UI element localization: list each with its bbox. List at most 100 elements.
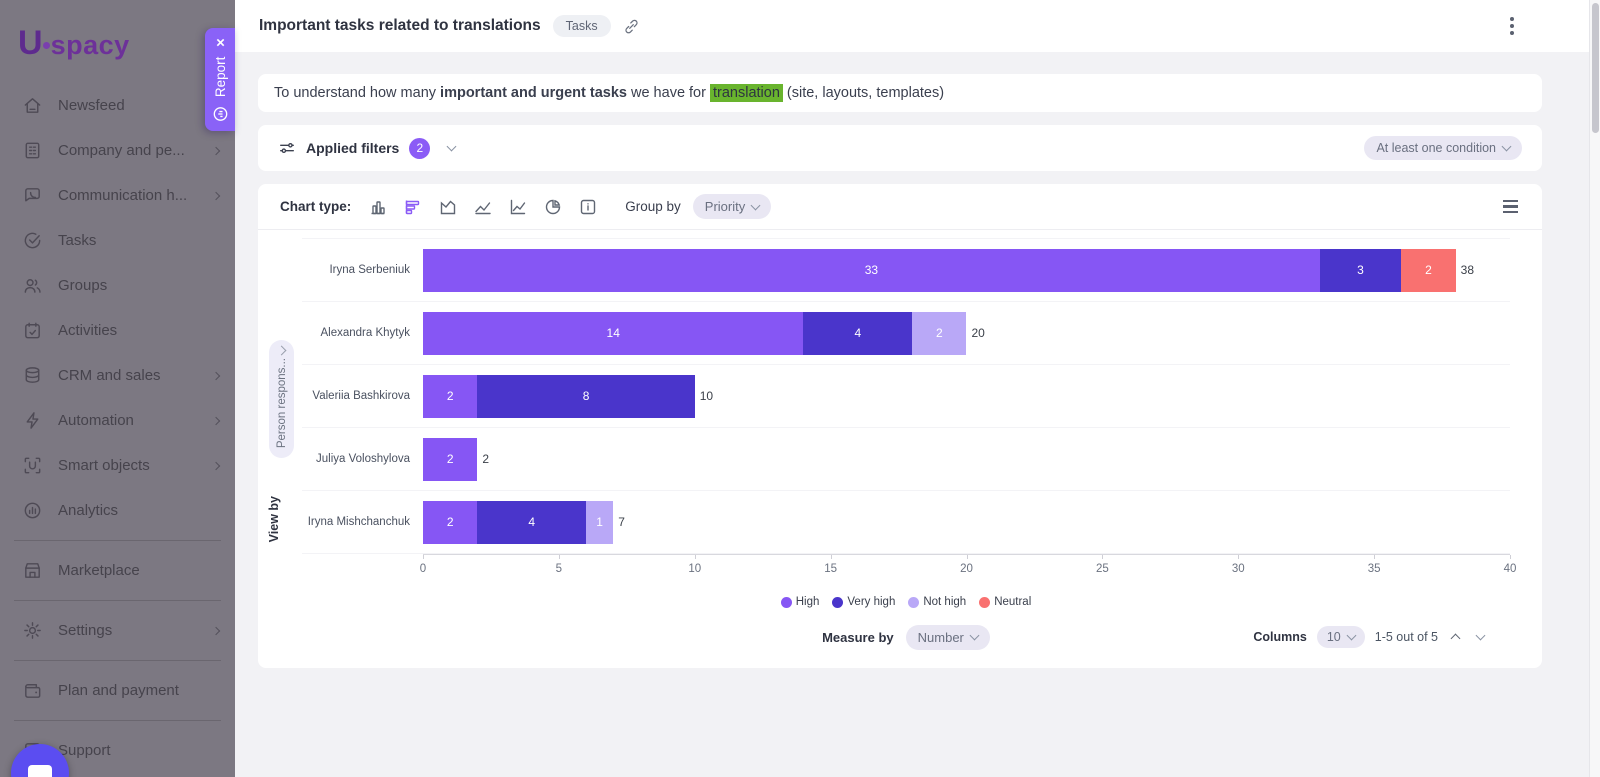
bar-segment-high: 14 bbox=[423, 311, 804, 355]
bar-total-label: 38 bbox=[1460, 263, 1474, 277]
groups-icon bbox=[22, 275, 43, 296]
sidebar-item-activities[interactable]: Activities bbox=[0, 308, 235, 353]
bar-total-label: 7 bbox=[618, 515, 625, 529]
sidebar-item-communication-h[interactable]: Communication h... bbox=[0, 173, 235, 218]
sidebar-item-label: Activities bbox=[58, 322, 118, 339]
sidebar-item-plan-and-payment[interactable]: Plan and payment bbox=[0, 668, 235, 713]
scrollbar[interactable] bbox=[1589, 0, 1600, 777]
sidebar-item-marketplace[interactable]: Marketplace bbox=[0, 548, 235, 593]
number-widget-icon[interactable] bbox=[579, 198, 597, 216]
bar-segment-high: 2 bbox=[423, 500, 478, 544]
chevron-down-icon bbox=[750, 200, 761, 210]
chart-type-label: Chart type: bbox=[280, 199, 352, 214]
chart-legend: High Very high Not high Neutral bbox=[302, 590, 1510, 614]
main-content: Important tasks related to translations … bbox=[235, 0, 1600, 777]
report-tab[interactable]: Report × bbox=[205, 28, 235, 131]
chevron-down-icon bbox=[1346, 630, 1357, 641]
line-axis-chart-icon[interactable] bbox=[509, 198, 527, 216]
group-by-dropdown[interactable]: Priority bbox=[692, 194, 772, 219]
sidebar-menu: Newsfeed Company and pe... Communication h… bbox=[0, 83, 235, 773]
x-tick-label: 40 bbox=[1503, 563, 1517, 575]
legend-label: High bbox=[795, 596, 820, 608]
bar-segment-high: 2 bbox=[423, 437, 478, 481]
sidebar-item-crm-and-sales[interactable]: CRM and sales bbox=[0, 353, 235, 398]
page-down-button[interactable] bbox=[1473, 630, 1488, 643]
sidebar-item-tasks[interactable]: Tasks bbox=[0, 218, 235, 263]
legend-dot-icon bbox=[780, 596, 792, 608]
pagination-controls: Columns 10 1-5 out of 5 bbox=[1253, 626, 1488, 648]
legend-item: High bbox=[780, 596, 820, 608]
report-analytics-icon bbox=[213, 106, 228, 121]
group-by-value: Priority bbox=[704, 199, 746, 214]
legend-dot-icon bbox=[908, 596, 920, 608]
tasks-icon bbox=[22, 230, 43, 251]
bar-segment-very-high: 4 bbox=[803, 311, 913, 355]
sidebar-item-analytics[interactable]: Analytics bbox=[0, 488, 235, 533]
columns-dropdown[interactable]: 10 bbox=[1316, 626, 1365, 648]
chevron-right-icon bbox=[276, 345, 287, 356]
sidebar-item-label: Smart objects bbox=[58, 457, 150, 474]
bar-segment-very-high: 8 bbox=[477, 374, 695, 418]
chevron-down-icon[interactable] bbox=[446, 141, 457, 152]
sidebar-item-label: Settings bbox=[58, 622, 113, 639]
view-by-dimension-pill[interactable]: Person respons... bbox=[269, 340, 294, 458]
sidebar-divider bbox=[14, 600, 221, 601]
sidebar-item-label: Analytics bbox=[58, 502, 119, 519]
category-label: Valeriia Bashkirova bbox=[312, 390, 410, 402]
kebab-menu-icon[interactable] bbox=[1506, 13, 1518, 39]
description-suffix: (site, layouts, templates) bbox=[782, 85, 945, 101]
chart-footer: Measure by Number Columns 10 bbox=[302, 616, 1510, 658]
sidebar-item-company-and-pe[interactable]: Company and pe... bbox=[0, 128, 235, 173]
area-chart-icon[interactable] bbox=[439, 198, 457, 216]
legend-label: Not high bbox=[923, 596, 967, 608]
column-chart-icon[interactable] bbox=[369, 198, 387, 216]
chart-menu-icon[interactable] bbox=[1499, 196, 1522, 218]
x-tick-label: 5 bbox=[555, 563, 563, 575]
content-area: To understand how many important and urg… bbox=[235, 52, 1600, 668]
pie-chart-icon[interactable] bbox=[544, 198, 562, 216]
sidebar-item-smart-objects[interactable]: Smart objects bbox=[0, 443, 235, 488]
description-bold: important and urgent tasks bbox=[440, 85, 627, 101]
x-tick-label: 35 bbox=[1367, 563, 1381, 575]
condition-dropdown[interactable]: At least one condition bbox=[1364, 136, 1522, 160]
line-chart-icon[interactable] bbox=[474, 198, 492, 216]
measure-by-label: Measure by bbox=[822, 629, 894, 645]
legend-item: Not high bbox=[908, 596, 966, 608]
applied-filters-bar[interactable]: Applied filters 2 At least one condition bbox=[258, 125, 1542, 171]
sidebar-divider bbox=[14, 660, 221, 661]
sidebar-item-settings[interactable]: Settings bbox=[0, 608, 235, 653]
chart-row: Alexandra Khytyk 14 4 2 20 bbox=[302, 302, 1510, 365]
logo-dot-icon bbox=[42, 42, 50, 49]
header: Important tasks related to translations … bbox=[235, 0, 1600, 52]
sidebar-item-label: CRM and sales bbox=[58, 367, 161, 384]
bar-segment-high: 33 bbox=[423, 248, 1320, 292]
horizontal-bar-chart-icon[interactable] bbox=[404, 198, 422, 216]
view-by-dimension-label: Person respons... bbox=[275, 358, 288, 449]
close-icon[interactable]: × bbox=[215, 34, 225, 52]
x-tick-label: 25 bbox=[1095, 563, 1109, 575]
bar-segment-very-high: 3 bbox=[1319, 248, 1402, 292]
database-icon bbox=[22, 365, 43, 386]
report-tab-label: Report bbox=[212, 56, 228, 97]
chart-body: Person respons... View by Iryna Serbeniu… bbox=[258, 230, 1542, 658]
sidebar-item-groups[interactable]: Groups bbox=[0, 263, 235, 308]
scrollbar-thumb[interactable] bbox=[1591, 3, 1599, 133]
filters-icon bbox=[278, 139, 296, 157]
sidebar-item-automation[interactable]: Automation bbox=[0, 398, 235, 443]
category-label: Juliya Voloshylova bbox=[316, 453, 410, 465]
sidebar-item-label: Tasks bbox=[58, 232, 97, 249]
sidebar-item-newsfeed[interactable]: Newsfeed bbox=[0, 83, 235, 128]
chart-row: Iryna Mishchanchuk 2 4 1 7 bbox=[302, 491, 1510, 554]
chevron-right-icon bbox=[211, 146, 221, 155]
link-icon[interactable] bbox=[623, 18, 640, 35]
chevron-right-icon bbox=[211, 371, 221, 380]
bar-total-label: 2 bbox=[482, 452, 490, 466]
tasks-badge: Tasks bbox=[552, 15, 611, 37]
x-tick-label: 30 bbox=[1231, 563, 1245, 575]
page-up-button[interactable] bbox=[1448, 628, 1463, 646]
chart-row: Iryna Serbeniuk 33 3 2 38 bbox=[302, 239, 1510, 302]
measure-by-dropdown[interactable]: Number bbox=[905, 624, 990, 650]
